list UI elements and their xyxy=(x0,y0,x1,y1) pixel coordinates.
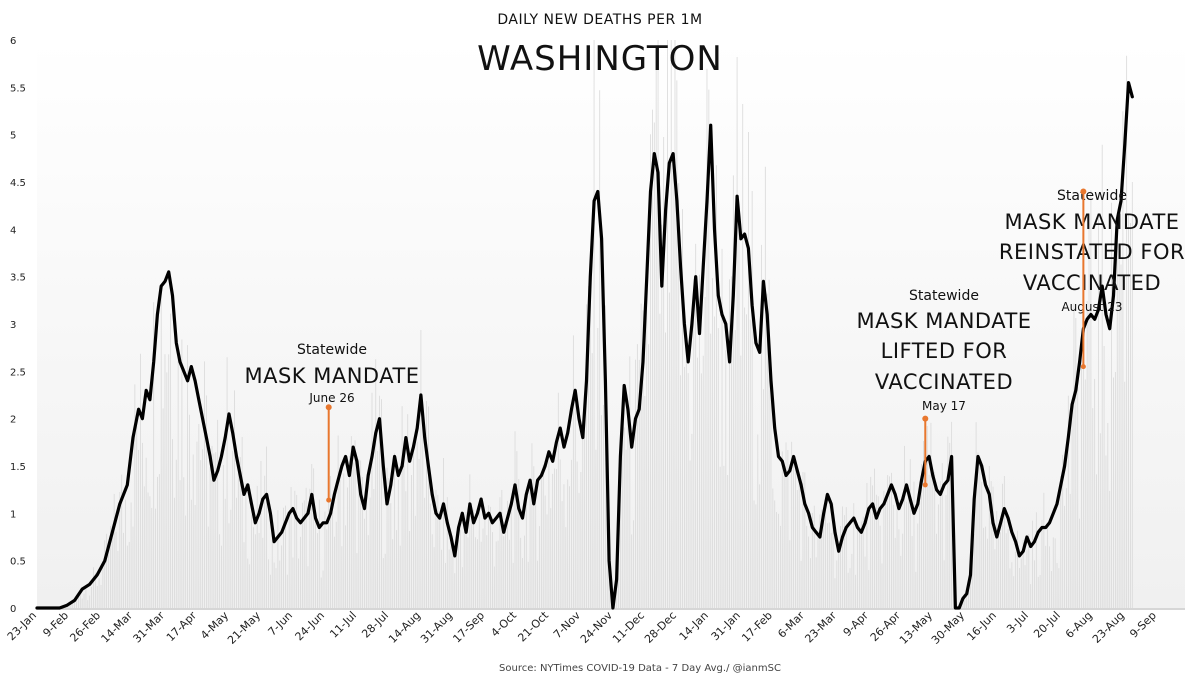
annotation-date: May 17 xyxy=(922,399,966,413)
annotation: Statewide MASK MANDATE June 26 xyxy=(244,342,419,503)
annotation-point xyxy=(326,497,332,503)
x-tick-label: 17-Apr xyxy=(164,609,200,645)
annotation-marker xyxy=(325,404,332,411)
annotations-layer: Statewide MASK MANDATE June 26 Statewide MAS… xyxy=(244,188,1185,503)
series-layer xyxy=(35,81,1134,610)
chart-title: WASHINGTON xyxy=(477,39,723,79)
x-tick-label: 24-Nov xyxy=(578,609,615,646)
y-tick-label: 0 xyxy=(10,604,16,615)
y-axis: 0 0.5 1 1.5 2 2.5 3 3.5 4 4.5 5 5.5 6 xyxy=(10,36,26,615)
annotation-text: MASK MANDATE xyxy=(1004,210,1179,234)
annotation-prefix: Statewide xyxy=(909,288,979,304)
y-tick-label: 4 xyxy=(10,225,16,236)
x-tick-label: 23-Mar xyxy=(802,609,839,646)
annotation-prefix: Statewide xyxy=(297,342,367,358)
x-tick-label: 31-Mar xyxy=(131,609,168,646)
y-tick-label: 2.5 xyxy=(10,367,26,378)
x-tick-label: 7-Jun xyxy=(266,609,296,639)
annotation-text: VACCINATED xyxy=(875,370,1013,394)
y-tick-label: 2 xyxy=(10,415,16,426)
y-tick-label: 1.5 xyxy=(10,462,26,473)
x-tick-label: 17-Sep xyxy=(450,609,487,646)
x-tick-label: 11-Jul xyxy=(327,609,359,641)
x-tick-label: 21-Oct xyxy=(515,608,551,644)
annotation-point xyxy=(1080,364,1086,370)
annotation-date: June 26 xyxy=(308,391,354,405)
x-tick-label: 14-Mar xyxy=(99,609,136,646)
y-tick-label: 5 xyxy=(10,131,16,142)
x-tick-label: 31-Jan xyxy=(709,609,743,643)
source-note: Source: NYTimes COVID-19 Data - 7 Day Av… xyxy=(499,663,781,674)
x-tick-label: 23-Aug xyxy=(1090,609,1127,646)
x-tick-label: 24-Jun xyxy=(293,609,328,644)
series-line xyxy=(35,81,1134,610)
y-tick-label: 1 xyxy=(10,509,16,520)
x-tick-label: 9-Sep xyxy=(1127,609,1159,641)
annotation: Statewide MASK MANDATE LIFTED FOR VACCINATE… xyxy=(856,288,1031,488)
x-axis: 23-Jan 9-Feb26-Feb14-Mar31-Mar17-Apr4-May… xyxy=(5,608,1185,647)
x-tick-label: 13-May xyxy=(897,609,935,647)
annotation-text: MASK MANDATE xyxy=(244,364,419,388)
x-tick-label: 17-Feb xyxy=(739,609,775,645)
y-tick-label: 6 xyxy=(10,36,16,47)
annotation-marker xyxy=(1080,188,1087,195)
x-tick-label: 9-Apr xyxy=(841,609,872,640)
annotation-marker xyxy=(922,415,929,422)
y-tick-label: 3 xyxy=(10,320,16,331)
x-tick-label: 31-Aug xyxy=(418,609,455,646)
annotation-prefix: Statewide xyxy=(1057,188,1127,204)
y-tick-label: 4.5 xyxy=(10,178,26,189)
x-tick-label: 14-Jan xyxy=(677,609,711,643)
x-tick-label: 21-May xyxy=(225,609,263,647)
plot-background xyxy=(37,40,1185,610)
x-tick-label: 28-Dec xyxy=(642,609,679,646)
annotation-text: REINSTATED FOR xyxy=(999,240,1185,264)
y-tick-label: 0.5 xyxy=(10,557,26,568)
y-tick-label: 5.5 xyxy=(10,83,26,94)
y-tick-label: 3.5 xyxy=(10,273,26,284)
chart-subtitle: DAILY NEW DEATHS PER 1M xyxy=(497,12,702,28)
x-tick-label: 3-Jul xyxy=(1004,609,1031,636)
x-tick-label: 11-Dec xyxy=(610,609,647,646)
x-tick-label: 30-May xyxy=(929,609,967,647)
annotation-text: LIFTED FOR xyxy=(881,339,1008,363)
annotation-point xyxy=(922,482,928,488)
x-tick-label: 20-Jul xyxy=(1031,609,1063,641)
annotation: Statewide MASK MANDATE REINSTATED FOR VACCI… xyxy=(999,188,1185,370)
x-tick-label: 26-Feb xyxy=(67,609,103,645)
x-tick-label: 16-Jun xyxy=(964,609,999,644)
annotation-date: August 23 xyxy=(1061,300,1122,314)
x-tick-label: 14-Aug xyxy=(386,609,423,646)
annotation-text: VACCINATED xyxy=(1023,271,1161,295)
annotation-text: MASK MANDATE xyxy=(856,309,1031,333)
